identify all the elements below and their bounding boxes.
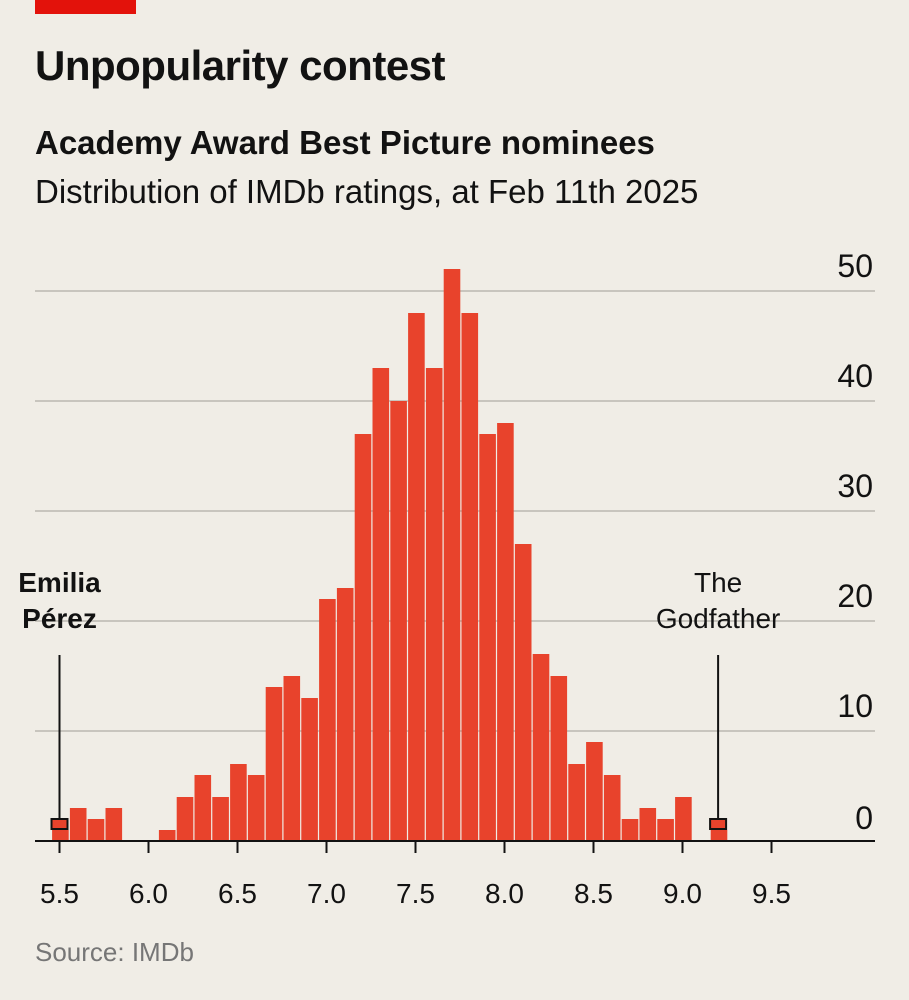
bar [710, 830, 728, 841]
bar [550, 676, 568, 841]
bar [425, 368, 443, 841]
bar [586, 742, 603, 841]
x-tick-label: 6.5 [218, 878, 257, 909]
bar [514, 544, 532, 841]
y-tick-label: 20 [837, 578, 873, 614]
y-tick-label: 50 [837, 248, 873, 284]
bar [176, 797, 194, 841]
annotation-label: Pérez [22, 603, 97, 634]
bar [230, 764, 247, 841]
bar [621, 819, 639, 841]
bar [87, 819, 105, 841]
x-tick-label: 7.0 [307, 878, 346, 909]
bar [247, 775, 265, 841]
bar [69, 808, 87, 841]
bar [372, 368, 390, 841]
x-tick-label: 6.0 [129, 878, 168, 909]
bar [301, 698, 318, 841]
bar [532, 654, 550, 841]
bar [265, 687, 283, 841]
bar [479, 434, 496, 841]
bar [158, 830, 176, 841]
annotation-marker [709, 818, 728, 830]
x-tick-label: 9.0 [663, 878, 702, 909]
x-tick-label: 5.5 [40, 878, 79, 909]
bar [675, 797, 692, 841]
bar [408, 313, 425, 841]
annotation-marker [50, 818, 69, 830]
bar [194, 775, 212, 841]
bar [283, 676, 301, 841]
bar [105, 808, 123, 841]
y-tick-label: 30 [837, 468, 873, 504]
annotation-label: The [694, 567, 742, 598]
x-tick-label: 8.0 [485, 878, 524, 909]
source-note: Source: IMDb [35, 937, 194, 967]
annotation-label: Emilia [18, 567, 101, 598]
x-tick-label: 8.5 [574, 878, 613, 909]
bar [603, 775, 621, 841]
bar [639, 808, 657, 841]
bar [336, 588, 354, 841]
y-tick-label: 40 [837, 358, 873, 394]
bar [497, 423, 514, 841]
chart-subtitle: Academy Award Best Picture nominees [35, 124, 655, 161]
brand-tag [35, 0, 136, 14]
chart-description: Distribution of IMDb ratings, at Feb 11t… [35, 173, 699, 210]
bar [568, 764, 585, 841]
annotation-label: Godfather [656, 603, 781, 634]
chart-title: Unpopularity contest [35, 42, 446, 89]
bar [657, 819, 674, 841]
bar [52, 830, 69, 841]
bar [354, 434, 372, 841]
y-tick-label: 0 [855, 800, 873, 836]
x-tick-label: 9.5 [752, 878, 791, 909]
bar [319, 599, 336, 841]
bar [461, 313, 479, 841]
y-tick-label: 10 [837, 688, 873, 724]
bar [212, 797, 229, 841]
x-tick-label: 7.5 [396, 878, 435, 909]
bar [443, 269, 461, 841]
bar [390, 401, 407, 841]
